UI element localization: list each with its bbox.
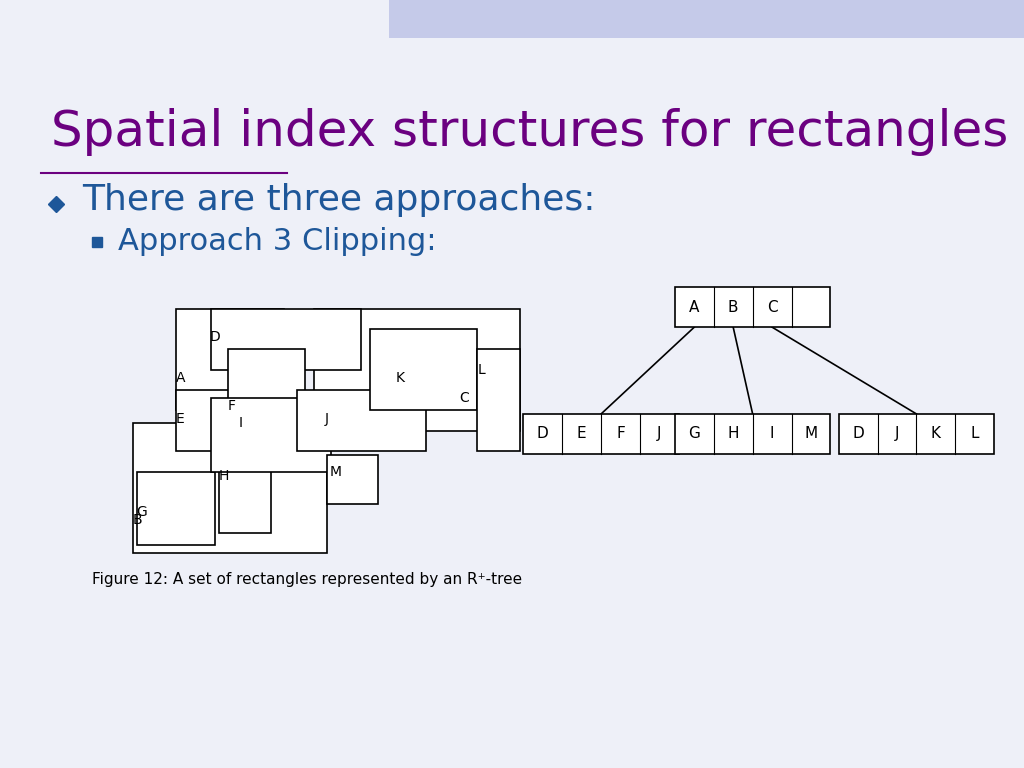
Text: J: J bbox=[657, 426, 662, 442]
Text: H: H bbox=[218, 468, 228, 482]
Text: D: D bbox=[537, 426, 549, 442]
Bar bbox=[313, 309, 520, 431]
Bar bbox=[211, 309, 361, 370]
Bar bbox=[839, 414, 994, 454]
Bar bbox=[523, 414, 679, 454]
Text: D: D bbox=[852, 426, 864, 442]
Text: L: L bbox=[971, 426, 979, 442]
Text: D: D bbox=[210, 330, 220, 344]
Bar bbox=[219, 443, 270, 533]
Text: B: B bbox=[728, 300, 738, 315]
Bar bbox=[176, 309, 284, 410]
Bar bbox=[211, 399, 331, 472]
Bar bbox=[675, 414, 830, 454]
Text: J: J bbox=[325, 412, 329, 425]
Bar bbox=[297, 390, 426, 452]
Text: K: K bbox=[395, 371, 404, 385]
Bar bbox=[370, 329, 477, 410]
Bar bbox=[389, 0, 1024, 38]
Text: G: G bbox=[688, 426, 700, 442]
Text: A: A bbox=[689, 300, 699, 315]
Text: K: K bbox=[931, 426, 941, 442]
Text: E: E bbox=[577, 426, 587, 442]
Text: M: M bbox=[805, 426, 817, 442]
Bar bbox=[675, 287, 830, 327]
Bar bbox=[176, 390, 241, 452]
Text: Figure 12: A set of rectangles represented by an R⁺-tree: Figure 12: A set of rectangles represent… bbox=[92, 572, 522, 588]
Bar bbox=[137, 472, 215, 545]
Text: F: F bbox=[616, 426, 625, 442]
Text: C: C bbox=[767, 300, 777, 315]
Text: A: A bbox=[176, 371, 185, 385]
Text: I: I bbox=[239, 415, 243, 430]
Text: J: J bbox=[895, 426, 899, 442]
Text: E: E bbox=[176, 412, 184, 425]
Text: Approach 3 Clipping:: Approach 3 Clipping: bbox=[118, 227, 436, 257]
Bar bbox=[477, 349, 520, 452]
Text: There are three approaches:: There are three approaches: bbox=[82, 183, 595, 217]
Text: B: B bbox=[133, 513, 142, 528]
Text: H: H bbox=[727, 426, 739, 442]
Text: M: M bbox=[330, 465, 341, 478]
Bar bbox=[327, 455, 378, 504]
Text: I: I bbox=[770, 426, 774, 442]
Text: C: C bbox=[460, 391, 469, 406]
Text: F: F bbox=[228, 399, 237, 413]
Bar bbox=[227, 349, 305, 439]
Text: L: L bbox=[477, 362, 485, 377]
Text: G: G bbox=[136, 505, 147, 519]
Text: Spatial index structures for rectangles: Spatial index structures for rectangles bbox=[51, 108, 1009, 155]
Bar bbox=[133, 422, 327, 553]
